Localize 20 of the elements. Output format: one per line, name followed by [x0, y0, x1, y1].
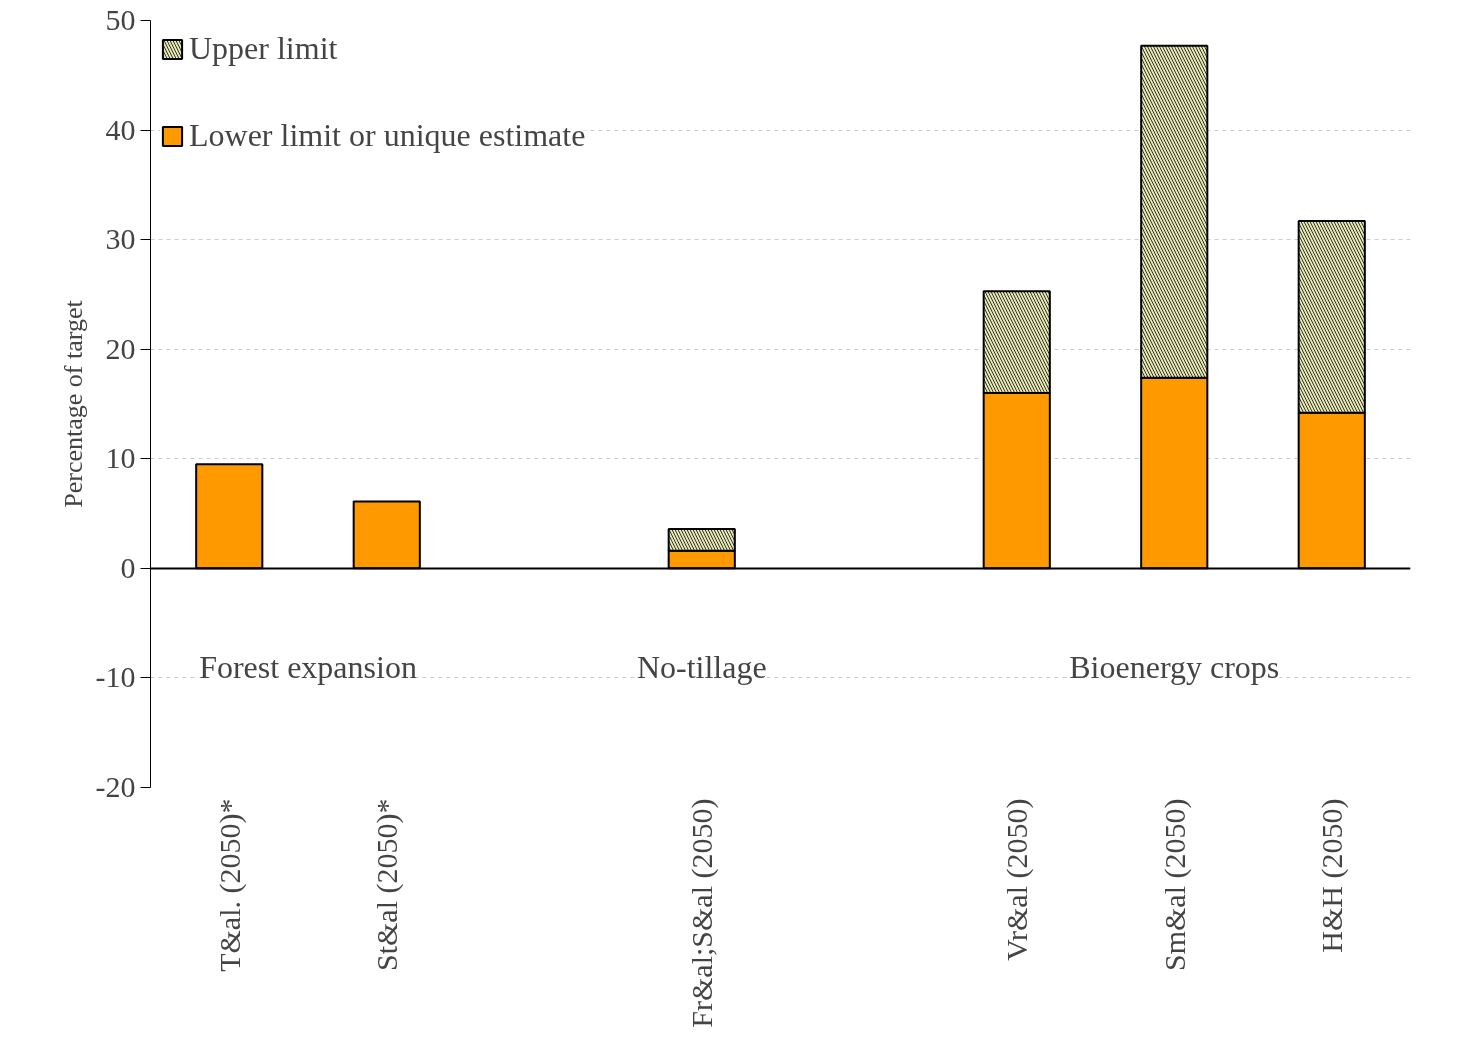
y-tick-label: -20: [95, 770, 136, 803]
legend-label: Upper limit: [189, 30, 338, 67]
x-tick-label: Sm&al (2050): [1157, 798, 1192, 971]
annotation: Bioenergy crops: [1069, 648, 1280, 685]
annotation: No-tillage: [636, 648, 767, 685]
y-tick-label: 20: [105, 331, 136, 365]
x-tick-label: H&H (2050): [1315, 798, 1350, 953]
y-tick-label: 0: [120, 550, 136, 584]
x-tick-label: St&al (2050)*: [370, 798, 405, 971]
y-tick-label: 30: [105, 222, 136, 256]
annotation: Forest expansion: [199, 648, 417, 685]
x-tick-label: T&al. (2050)*: [212, 798, 247, 972]
y-tick-label: 40: [105, 112, 136, 146]
y-tick-label: 10: [105, 441, 136, 475]
x-tick-label: Fr&al;S&al (2050): [685, 798, 720, 1028]
legend-label: Lower limit or unique estimate: [189, 117, 586, 154]
y-axis-title: Percentage of target: [58, 299, 88, 508]
x-tick-label: Vr&al (2050): [1000, 798, 1035, 961]
y-tick-label: 50: [105, 3, 136, 36]
y-tick-label: -10: [95, 660, 136, 694]
